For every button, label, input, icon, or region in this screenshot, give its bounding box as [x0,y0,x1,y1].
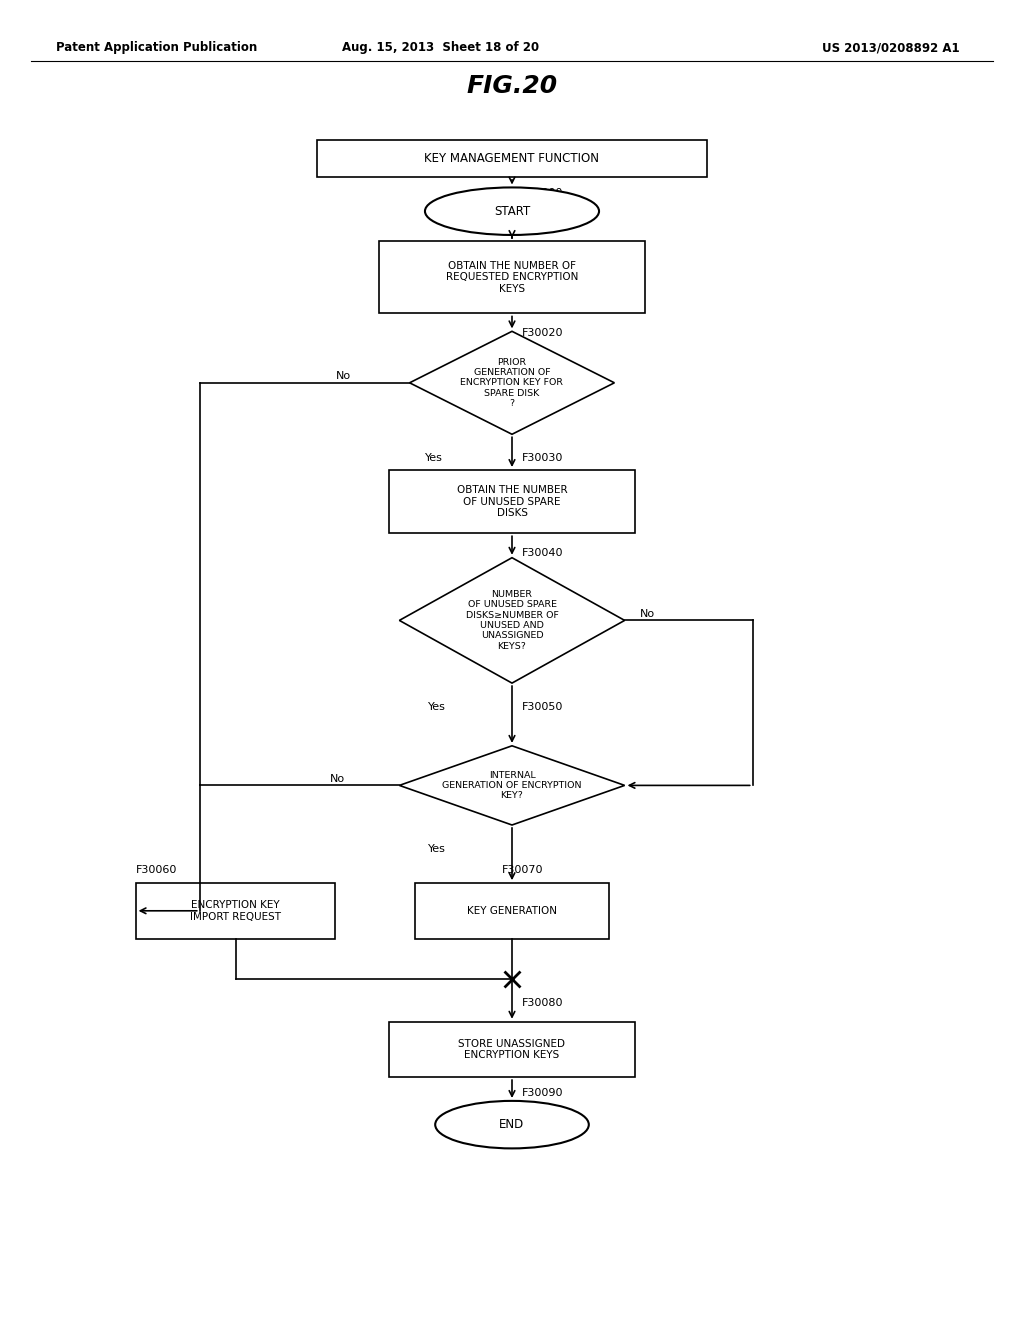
Bar [317,140,707,177]
Bar [389,1022,635,1077]
Text: Aug. 15, 2013  Sheet 18 of 20: Aug. 15, 2013 Sheet 18 of 20 [342,41,539,54]
Text: No: No [336,371,350,381]
Text: Yes: Yes [425,453,442,463]
Text: F30040: F30040 [522,548,564,558]
Text: END: END [500,1118,524,1131]
Text: START: START [494,205,530,218]
Text: Patent Application Publication: Patent Application Publication [56,41,258,54]
Text: Yes: Yes [428,843,445,854]
Ellipse shape [425,187,599,235]
Text: F30060: F30060 [135,865,177,875]
Polygon shape [399,557,625,682]
Text: F30000: F30000 [522,187,563,198]
Text: Yes: Yes [428,702,445,711]
Text: F30090: F30090 [522,1088,564,1098]
Text: F30070: F30070 [502,865,544,875]
Bar [379,240,645,313]
Text: US 2013/0208892 A1: US 2013/0208892 A1 [822,41,959,54]
Ellipse shape [435,1101,589,1148]
Bar [389,470,635,533]
Text: KEY MANAGEMENT FUNCTION: KEY MANAGEMENT FUNCTION [425,152,599,165]
Text: STORE UNASSIGNED
ENCRYPTION KEYS: STORE UNASSIGNED ENCRYPTION KEYS [459,1039,565,1060]
Text: OBTAIN THE NUMBER OF
REQUESTED ENCRYPTION
KEYS: OBTAIN THE NUMBER OF REQUESTED ENCRYPTIO… [445,260,579,294]
Text: F30080: F30080 [522,998,564,1008]
Text: ENCRYPTION KEY
IMPORT REQUEST: ENCRYPTION KEY IMPORT REQUEST [190,900,281,921]
Text: No: No [331,774,345,784]
Bar [135,883,336,939]
Text: F30020: F30020 [522,329,564,338]
Text: F30010: F30010 [522,246,563,256]
Text: PRIOR
GENERATION OF
ENCRYPTION KEY FOR
SPARE DISK
?: PRIOR GENERATION OF ENCRYPTION KEY FOR S… [461,358,563,408]
Text: KEY GENERATION: KEY GENERATION [467,906,557,916]
Bar [415,883,609,939]
Text: F30050: F30050 [522,702,563,711]
Text: OBTAIN THE NUMBER
OF UNUSED SPARE
DISKS: OBTAIN THE NUMBER OF UNUSED SPARE DISKS [457,484,567,519]
Text: F30030: F30030 [522,453,563,463]
Text: No: No [640,609,655,619]
Text: INTERNAL
GENERATION OF ENCRYPTION
KEY?: INTERNAL GENERATION OF ENCRYPTION KEY? [442,771,582,800]
Polygon shape [399,746,625,825]
Polygon shape [410,331,614,434]
Text: FIG.20: FIG.20 [467,74,557,98]
Text: NUMBER
OF UNUSED SPARE
DISKS≥NUMBER OF
UNUSED AND
UNASSIGNED
KEYS?: NUMBER OF UNUSED SPARE DISKS≥NUMBER OF U… [466,590,558,651]
